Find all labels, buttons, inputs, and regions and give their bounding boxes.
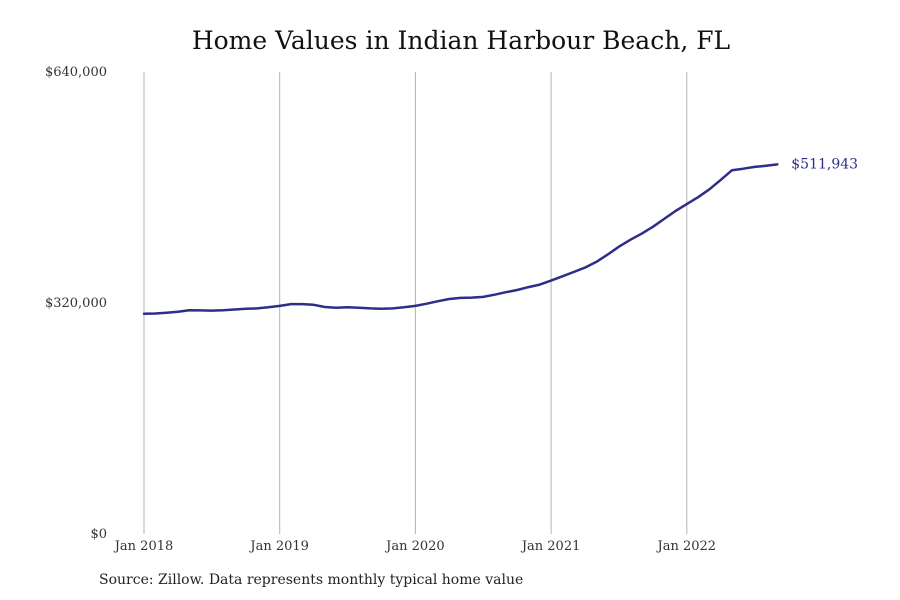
series-line [142, 163, 779, 316]
x-axis-tick-labels: Jan 2018 Jan 2019 Jan 2020 Jan 2021 Jan 2022 [113, 539, 716, 554]
chart-source-note: Source: Zillow. Data represents monthly … [99, 572, 524, 588]
y-tick-label: $320,000 [45, 296, 107, 311]
x-tick-label: Jan 2020 [384, 539, 445, 554]
chart-title: Home Values in Indian Harbour Beach, FL [191, 26, 731, 55]
y-axis-tick-labels: $0 $320,000 $640,000 [45, 65, 107, 542]
y-tick-label: $640,000 [45, 65, 107, 80]
x-tick-label: Jan 2022 [656, 539, 717, 554]
end-value-label: $511,943 [791, 156, 858, 172]
x-tick-label: Jan 2019 [248, 539, 309, 554]
y-tick-label: $0 [90, 527, 107, 542]
vertical-gridlines [143, 72, 688, 534]
x-tick-label: Jan 2021 [520, 539, 581, 554]
series-layer: $511,943 [142, 156, 858, 316]
x-tick-label: Jan 2018 [113, 539, 174, 554]
